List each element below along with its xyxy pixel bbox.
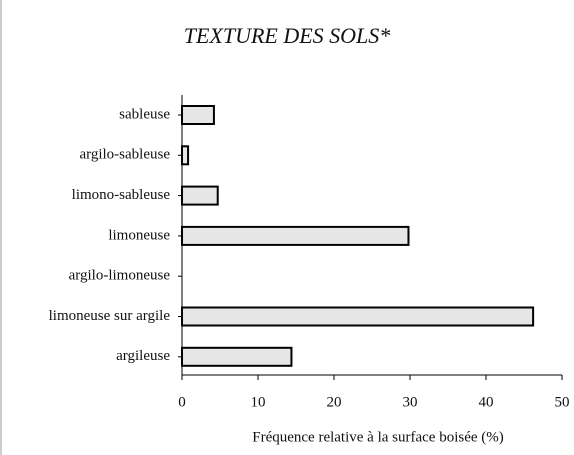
x-tick-label: 20 [327, 394, 342, 410]
x-tick-label: 50 [555, 394, 570, 410]
x-tick-label: 30 [403, 394, 418, 410]
y-tick-label: argilo-sableuse [79, 147, 170, 163]
y-tick-label: argileuse [116, 348, 170, 364]
y-tick-label: argilo-limoneuse [69, 268, 171, 284]
chart-title: TEXTURE DES SOLS* [184, 23, 391, 48]
y-tick-label: limoneuse [108, 227, 170, 243]
bar [181, 346, 293, 367]
bar [181, 185, 219, 206]
bar [181, 105, 215, 125]
y-tick-label: limono-sableuse [72, 187, 171, 203]
bar [181, 306, 535, 327]
y-tick-label: sableuse [119, 106, 170, 122]
x-tick-label: 10 [251, 394, 266, 410]
y-tick-label: limoneuse sur argile [49, 308, 171, 324]
x-tick-label: 40 [479, 394, 494, 410]
x-tick-label: 0 [178, 394, 186, 410]
bar [181, 225, 410, 246]
bar [181, 145, 190, 166]
x-axis-label: Fréquence relative à la surface boisée (… [252, 429, 504, 445]
